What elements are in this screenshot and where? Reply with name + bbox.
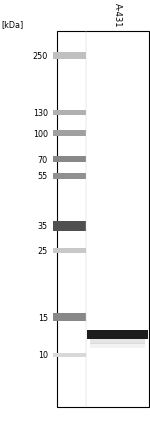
Text: 250: 250: [33, 52, 48, 61]
Bar: [53, 248, 86, 253]
Bar: [53, 131, 86, 137]
Text: 130: 130: [33, 108, 48, 117]
Text: 15: 15: [38, 313, 48, 322]
Text: A-431: A-431: [112, 3, 122, 28]
Text: 10: 10: [38, 350, 48, 359]
Text: 25: 25: [38, 246, 48, 255]
Text: [kDa]: [kDa]: [2, 21, 24, 30]
Bar: [53, 353, 86, 357]
Text: 100: 100: [33, 129, 48, 138]
Bar: [90, 339, 145, 344]
Text: 35: 35: [38, 222, 48, 231]
Bar: [90, 343, 145, 348]
Bar: [53, 110, 86, 116]
Bar: [53, 222, 86, 231]
Text: 70: 70: [38, 155, 48, 164]
Text: 55: 55: [38, 172, 48, 181]
Bar: [53, 313, 86, 321]
Bar: [53, 53, 86, 60]
Bar: [53, 157, 86, 163]
Bar: [53, 174, 86, 179]
Bar: [87, 330, 148, 339]
